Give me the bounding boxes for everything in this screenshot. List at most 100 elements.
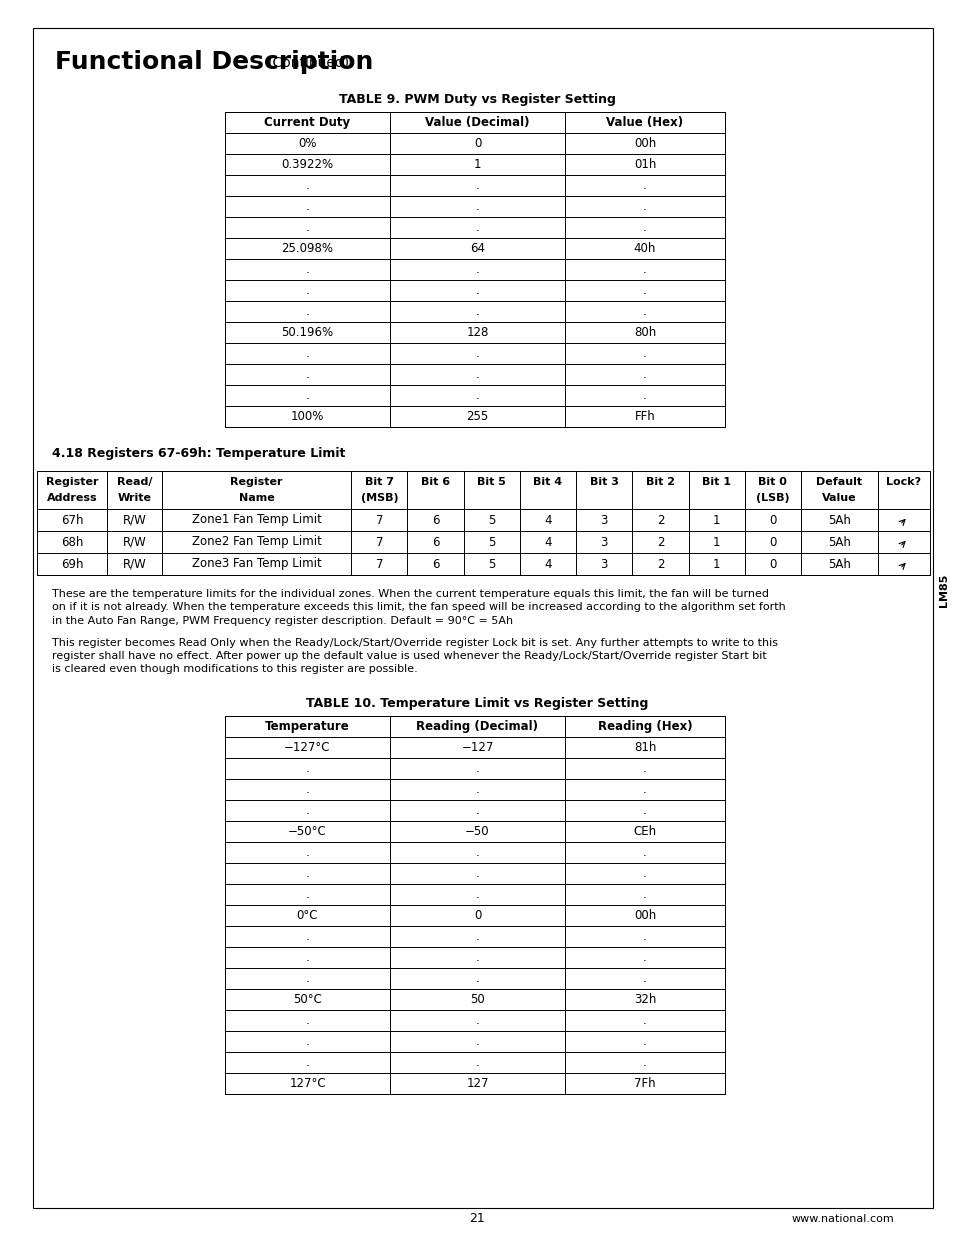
- Text: 128: 128: [466, 326, 488, 338]
- Text: Functional Description: Functional Description: [55, 49, 373, 74]
- Text: These are the temperature limits for the individual zones. When the current temp: These are the temperature limits for the…: [52, 589, 768, 599]
- Text: 5Ah: 5Ah: [827, 514, 850, 526]
- Text: 4: 4: [544, 557, 551, 571]
- Text: .: .: [476, 1056, 478, 1070]
- Text: (Continued): (Continued): [268, 56, 350, 70]
- Text: is cleared even though modifications to this register are possible.: is cleared even though modifications to …: [52, 664, 417, 674]
- Text: .: .: [476, 846, 478, 860]
- Text: .: .: [476, 951, 478, 965]
- Text: .: .: [642, 284, 646, 296]
- Text: .: .: [642, 762, 646, 776]
- Text: Zone3 Fan Temp Limit: Zone3 Fan Temp Limit: [192, 557, 321, 571]
- Text: 1: 1: [712, 514, 720, 526]
- Text: R/W: R/W: [123, 536, 147, 548]
- Text: .: .: [476, 1035, 478, 1049]
- Text: Bit 4: Bit 4: [533, 477, 562, 487]
- Text: .: .: [642, 221, 646, 233]
- Text: .: .: [305, 762, 309, 776]
- Text: 1: 1: [712, 536, 720, 548]
- Text: 68h: 68h: [61, 536, 83, 548]
- Text: .: .: [642, 305, 646, 317]
- Text: 6: 6: [432, 514, 439, 526]
- Text: .: .: [476, 221, 478, 233]
- Bar: [37, 471, 929, 576]
- Text: TABLE 10. Temperature Limit vs Register Setting: TABLE 10. Temperature Limit vs Register …: [306, 697, 647, 709]
- Text: TABLE 9. PWM Duty vs Register Setting: TABLE 9. PWM Duty vs Register Setting: [338, 94, 615, 106]
- Text: .: .: [642, 347, 646, 359]
- Text: 0: 0: [474, 137, 480, 149]
- Text: .: .: [642, 263, 646, 275]
- Text: .: .: [642, 200, 646, 212]
- Text: Temperature: Temperature: [265, 720, 350, 734]
- Text: .: .: [305, 1035, 309, 1049]
- Text: 0: 0: [768, 557, 776, 571]
- Text: (MSB): (MSB): [360, 493, 397, 504]
- Text: .: .: [642, 179, 646, 191]
- Text: 50°C: 50°C: [293, 993, 321, 1007]
- Text: .: .: [305, 368, 309, 382]
- Text: .: .: [642, 804, 646, 818]
- Text: .: .: [642, 972, 646, 986]
- Text: CEh: CEh: [633, 825, 656, 839]
- Text: .: .: [476, 284, 478, 296]
- Text: Bit 0: Bit 0: [758, 477, 786, 487]
- Text: 4.18 Registers 67-69h: Temperature Limit: 4.18 Registers 67-69h: Temperature Limit: [52, 447, 345, 461]
- Text: 2: 2: [656, 536, 663, 548]
- Text: .: .: [305, 305, 309, 317]
- Text: .: .: [476, 389, 478, 403]
- Bar: [225, 112, 724, 427]
- Text: .: .: [305, 867, 309, 881]
- Text: .: .: [476, 179, 478, 191]
- Text: 64: 64: [470, 242, 484, 254]
- Text: .: .: [305, 783, 309, 797]
- Text: 5: 5: [488, 514, 495, 526]
- Text: register shall have no effect. After power up the default value is used whenever: register shall have no effect. After pow…: [52, 651, 766, 661]
- Text: Reading (Decimal): Reading (Decimal): [416, 720, 537, 734]
- Text: .: .: [305, 846, 309, 860]
- Text: FFh: FFh: [634, 410, 655, 424]
- Text: Value: Value: [821, 493, 856, 504]
- Text: 00h: 00h: [633, 137, 656, 149]
- Text: 0°C: 0°C: [296, 909, 318, 923]
- Text: 00h: 00h: [633, 909, 656, 923]
- Text: .: .: [476, 263, 478, 275]
- Text: −50: −50: [465, 825, 489, 839]
- Text: Default: Default: [816, 477, 862, 487]
- Text: .: .: [476, 1014, 478, 1028]
- Text: 5Ah: 5Ah: [827, 557, 850, 571]
- Text: .: .: [642, 1035, 646, 1049]
- Text: 4: 4: [544, 536, 551, 548]
- Text: 0: 0: [474, 909, 480, 923]
- Text: 01h: 01h: [633, 158, 656, 170]
- Bar: [225, 716, 724, 1094]
- Text: 1: 1: [712, 557, 720, 571]
- Text: 127: 127: [466, 1077, 488, 1091]
- Text: .: .: [305, 389, 309, 403]
- Text: 5: 5: [488, 557, 495, 571]
- Text: 32h: 32h: [633, 993, 656, 1007]
- Text: 100%: 100%: [291, 410, 324, 424]
- Text: 7: 7: [375, 514, 383, 526]
- Text: Current Duty: Current Duty: [264, 116, 350, 128]
- Text: 7: 7: [375, 536, 383, 548]
- Text: Address: Address: [47, 493, 97, 504]
- Text: 67h: 67h: [61, 514, 83, 526]
- Text: Bit 3: Bit 3: [589, 477, 618, 487]
- Text: Bit 7: Bit 7: [364, 477, 394, 487]
- Text: .: .: [642, 1014, 646, 1028]
- Text: .: .: [476, 368, 478, 382]
- Text: 3: 3: [599, 514, 607, 526]
- Text: Write: Write: [117, 493, 152, 504]
- Text: .: .: [642, 368, 646, 382]
- Text: .: .: [305, 263, 309, 275]
- Text: 0: 0: [768, 514, 776, 526]
- Text: Lock?: Lock?: [885, 477, 921, 487]
- Text: .: .: [305, 179, 309, 191]
- Text: 50: 50: [470, 993, 484, 1007]
- Text: Register: Register: [46, 477, 98, 487]
- Text: Bit 5: Bit 5: [476, 477, 506, 487]
- Text: 4: 4: [544, 514, 551, 526]
- Text: .: .: [642, 783, 646, 797]
- Text: R/W: R/W: [123, 514, 147, 526]
- Text: 21: 21: [469, 1213, 484, 1225]
